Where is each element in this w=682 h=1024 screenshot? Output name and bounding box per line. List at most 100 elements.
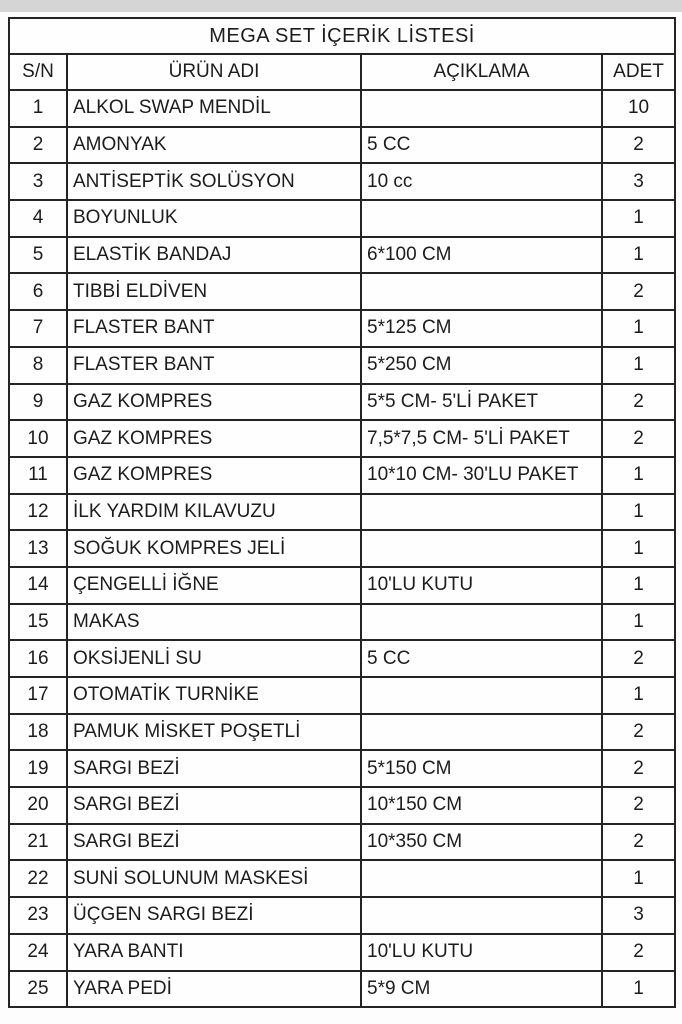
table-row: 18 PAMUK MİSKET POŞETLİ 2 <box>8 712 677 752</box>
sn-cell: 25 <box>8 969 68 1009</box>
quantity-cell: 2 <box>600 786 677 825</box>
quantity-cell: 2 <box>600 125 677 165</box>
sn-cell: 15 <box>8 602 68 642</box>
quantity-cell: 2 <box>600 749 677 789</box>
description-cell: 5 CC <box>360 125 603 165</box>
product-name-cell: ANTİSEPTİK SOLÜSYON <box>66 162 362 202</box>
sn-cell: 18 <box>8 712 68 752</box>
quantity-cell: 1 <box>600 345 677 385</box>
table-title-row: MEGA SET İÇERİK LİSTESİ <box>7 17 677 55</box>
table-row: 11 GAZ KOMPRES 10*10 CM- 30'LU PAKET 1 <box>8 455 677 495</box>
quantity-cell: 1 <box>600 309 677 348</box>
column-header-sn: S/N <box>8 53 68 91</box>
sn-cell: 14 <box>8 565 68 605</box>
product-name-cell: TIBBİ ELDİVEN <box>66 272 362 312</box>
sn-cell: 4 <box>8 199 68 238</box>
product-name-cell: MAKAS <box>66 602 362 642</box>
product-name-cell: ÇENGELLİ İĞNE <box>66 565 362 605</box>
column-header-adet: ADET <box>600 53 677 91</box>
table-row: 7 FLASTER BANT 5*125 CM 1 <box>8 309 677 348</box>
table-row: 4 BOYUNLUK 1 <box>8 199 677 238</box>
sn-cell: 6 <box>8 272 68 312</box>
product-name-cell: GAZ KOMPRES <box>66 419 362 458</box>
description-cell: 10*350 CM <box>360 822 603 862</box>
product-name-cell: BOYUNLUK <box>66 199 362 238</box>
table-row: 22 SUNİ SOLUNUM MASKESİ 1 <box>8 859 677 899</box>
table-row: 16 OKSİJENLİ SU 5 CC 2 <box>8 639 677 678</box>
description-cell <box>360 529 603 568</box>
quantity-cell: 1 <box>600 602 677 642</box>
quantity-cell: 1 <box>600 676 677 715</box>
sn-cell: 8 <box>8 345 68 385</box>
product-name-cell: FLASTER BANT <box>66 309 362 348</box>
description-cell <box>360 602 603 642</box>
quantity-cell: 1 <box>600 859 677 899</box>
sn-cell: 7 <box>8 309 68 348</box>
product-name-cell: AMONYAK <box>66 125 362 165</box>
quantity-cell: 2 <box>600 822 677 862</box>
table-title: MEGA SET İÇERİK LİSTESİ <box>7 17 677 55</box>
product-name-cell: GAZ KOMPRES <box>66 382 362 422</box>
sn-cell: 22 <box>8 859 68 899</box>
table-row: 9 GAZ KOMPRES 5*5 CM- 5'Lİ PAKET 2 <box>8 382 677 422</box>
description-cell <box>360 199 603 238</box>
description-cell: 6*100 CM <box>360 235 603 275</box>
quantity-cell: 1 <box>600 969 677 1009</box>
product-name-cell: OKSİJENLİ SU <box>66 639 362 678</box>
description-cell: 5*250 CM <box>360 345 603 385</box>
quantity-cell: 3 <box>600 896 677 935</box>
description-cell: 10 cc <box>360 162 603 202</box>
product-name-cell: SUNİ SOLUNUM MASKESİ <box>66 859 362 899</box>
description-cell <box>360 676 603 715</box>
product-name-cell: SARGI BEZİ <box>66 749 362 789</box>
column-header-urun-adi: ÜRÜN ADI <box>66 53 362 91</box>
table-row: 12 İLK YARDIM KILAVUZU 1 <box>8 492 677 532</box>
description-cell: 10*10 CM- 30'LU PAKET <box>360 455 603 495</box>
table-row: 8 FLASTER BANT 5*250 CM 1 <box>8 345 677 385</box>
product-name-cell: ALKOL SWAP MENDİL <box>66 89 362 128</box>
description-cell <box>360 859 603 899</box>
product-name-cell: SOĞUK KOMPRES JELİ <box>66 529 362 568</box>
description-cell: 5*9 CM <box>360 969 603 1009</box>
description-cell: 10'LU KUTU <box>360 932 603 972</box>
product-name-cell: YARA BANTI <box>66 932 362 972</box>
description-cell: 5*125 CM <box>360 309 603 348</box>
table-row: 21 SARGI BEZİ 10*350 CM 2 <box>8 822 677 862</box>
table-header-row: S/N ÜRÜN ADI AÇIKLAMA ADET <box>8 53 677 91</box>
description-cell <box>360 89 603 128</box>
sn-cell: 23 <box>8 896 68 935</box>
sn-cell: 9 <box>8 382 68 422</box>
table-row: 23 ÜÇGEN SARGI BEZİ 3 <box>8 896 677 935</box>
column-header-aciklama: AÇIKLAMA <box>360 53 603 91</box>
sn-cell: 20 <box>8 786 68 825</box>
description-cell <box>360 712 603 752</box>
table-row: 24 YARA BANTI 10'LU KUTU 2 <box>8 932 677 972</box>
quantity-cell: 1 <box>600 235 677 275</box>
sn-cell: 16 <box>8 639 68 678</box>
product-name-cell: İLK YARDIM KILAVUZU <box>66 492 362 532</box>
quantity-cell: 3 <box>600 162 677 202</box>
sn-cell: 5 <box>8 235 68 275</box>
sn-cell: 12 <box>8 492 68 532</box>
product-name-cell: SARGI BEZİ <box>66 822 362 862</box>
sn-cell: 17 <box>8 676 68 715</box>
product-name-cell: PAMUK MİSKET POŞETLİ <box>66 712 362 752</box>
product-name-cell: YARA PEDİ <box>66 969 362 1009</box>
description-cell: 7,5*7,5 CM- 5'Lİ PAKET <box>360 419 603 458</box>
description-cell: 10*150 CM <box>360 786 603 825</box>
sn-cell: 3 <box>8 162 68 202</box>
table-row: 20 SARGI BEZİ 10*150 CM 2 <box>8 786 677 825</box>
table-body: 1 ALKOL SWAP MENDİL 10 2 AMONYAK 5 CC 2 3 ANTİSE… <box>8 89 677 1009</box>
product-name-cell: GAZ KOMPRES <box>66 455 362 495</box>
description-cell: 5*5 CM- 5'Lİ PAKET <box>360 382 603 422</box>
quantity-cell: 2 <box>600 712 677 752</box>
sn-cell: 2 <box>8 125 68 165</box>
mega-set-content-table: MEGA SET İÇERİK LİSTESİ S/N ÜRÜN ADI AÇIKL… <box>7 17 677 1009</box>
table-row: 5 ELASTİK BANDAJ 6*100 CM 1 <box>8 235 677 275</box>
description-cell <box>360 896 603 935</box>
description-cell <box>360 492 603 532</box>
sn-cell: 10 <box>8 419 68 458</box>
table-row: 25 YARA PEDİ 5*9 CM 1 <box>8 969 677 1009</box>
table-row: 3 ANTİSEPTİK SOLÜSYON 10 cc 3 <box>8 162 677 202</box>
table-row: 1 ALKOL SWAP MENDİL 10 <box>8 89 677 128</box>
